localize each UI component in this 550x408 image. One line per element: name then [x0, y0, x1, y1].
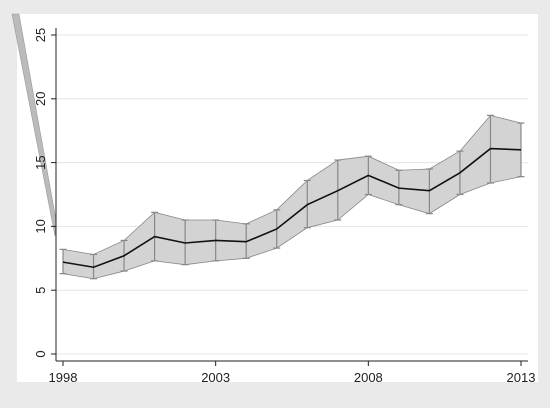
axes: [51, 28, 528, 366]
y-tick-label-2: 10: [33, 219, 48, 233]
x-tick-label-2: 2008: [354, 370, 383, 385]
tick-labels: 0 5 10 15 20 25 1998 2003 2008 2013: [33, 28, 535, 385]
x-tick-label-0: 1998: [49, 370, 78, 385]
x-tick-label-3: 2013: [507, 370, 536, 385]
error-bars: [59, 114, 525, 280]
series-line-path: [62, 147, 522, 269]
y-tick-label-1: 5: [33, 287, 48, 294]
y-tick-label-3: 15: [33, 155, 48, 169]
plot-area: [17, 14, 538, 382]
y-tick-label-0: 0: [33, 350, 48, 357]
y-tick-label-4: 20: [33, 92, 48, 106]
y-tick-label-5: 25: [33, 28, 48, 42]
x-tick-label-1: 2003: [201, 370, 230, 385]
series-line: [62, 147, 522, 269]
